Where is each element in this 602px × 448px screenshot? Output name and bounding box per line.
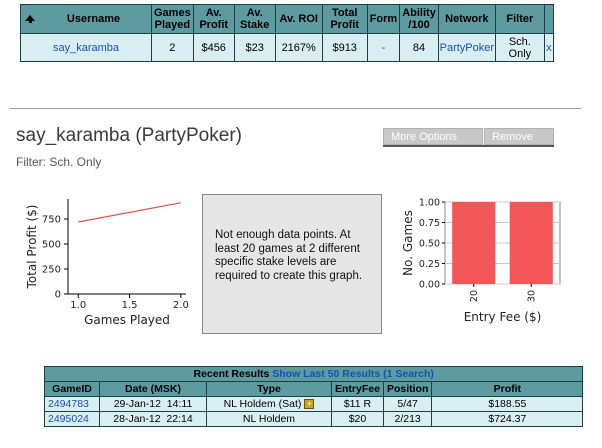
remove-header bbox=[543, 4, 554, 34]
expand-plus-icon[interactable]: + bbox=[304, 398, 315, 409]
type-header: Type bbox=[206, 381, 332, 397]
y-axis-label: Total Profit ($) bbox=[25, 205, 39, 290]
x-tick-label: 30 bbox=[526, 290, 537, 302]
remove-button[interactable]: Remove bbox=[484, 128, 554, 145]
username-link[interactable]: say_karamba bbox=[52, 41, 120, 54]
y-tick-label: 1.00 bbox=[419, 198, 440, 209]
profit-cell: $188.55 bbox=[431, 396, 584, 412]
bar-30 bbox=[509, 202, 553, 284]
games-played-cell: 2 bbox=[151, 33, 194, 62]
recent-results-header-row: GameID Date (MSK) Type EntryFee Position… bbox=[44, 381, 584, 397]
position-cell: 2/213 bbox=[382, 411, 433, 427]
remove-cell: x bbox=[543, 33, 554, 62]
entryfee-cell: $20 bbox=[331, 411, 384, 427]
y-tick-label: 0.25 bbox=[419, 259, 440, 270]
games-played-header[interactable]: Games Played bbox=[151, 4, 194, 34]
sort-arrow-icon[interactable] bbox=[25, 13, 38, 25]
y-tick-label: 0.50 bbox=[419, 239, 440, 250]
ability-header[interactable]: Ability/100 bbox=[399, 4, 439, 34]
entry-fee-chart: 0.00 0.25 0.50 0.75 1.00 20 30 Entry Fee ($) No.… bbox=[401, 198, 561, 324]
player-title: say_karamba (PartyPoker) bbox=[16, 125, 242, 146]
total-profit-cell: $913 bbox=[321, 33, 368, 62]
entryfee-cell: $11 R bbox=[331, 396, 384, 412]
player-stats-row: say_karamba 2 $456 $23 2167% $913 - 84 P… bbox=[20, 33, 554, 62]
filter-header[interactable]: Filter bbox=[494, 4, 545, 34]
network-link[interactable]: PartyPoker bbox=[439, 41, 495, 54]
total-profit-header[interactable]: Total Profit bbox=[321, 4, 368, 34]
bar-20 bbox=[452, 202, 496, 284]
profit-series-line bbox=[78, 202, 181, 223]
gameid-cell: 2494783 bbox=[44, 396, 100, 412]
y-tick-label: 750 bbox=[42, 215, 61, 226]
x-axis-label: Games Played bbox=[84, 313, 170, 327]
type-cell: NL Holdem bbox=[206, 411, 332, 427]
av-roi-header[interactable]: Av. ROI bbox=[274, 4, 323, 34]
username-cell[interactable]: say_karamba bbox=[20, 33, 152, 62]
form-link[interactable]: - bbox=[381, 41, 386, 54]
y-tick-label: 0.00 bbox=[419, 280, 440, 291]
recent-results-table: Recent Results Show Last 50 Results (1 S… bbox=[43, 366, 584, 427]
profit-header: Profit bbox=[431, 381, 584, 397]
type-cell: NL Holdem (Sat) + bbox=[206, 396, 332, 412]
form-header[interactable]: Form bbox=[366, 4, 401, 34]
show-last-50-link[interactable]: Show Last 50 Results (1 Search) bbox=[272, 367, 434, 380]
network-cell: PartyPoker bbox=[437, 33, 496, 62]
button-bar-underline bbox=[383, 145, 554, 147]
filter-cell: Sch. Only bbox=[494, 33, 545, 62]
table-row: 2494783 29-Jan-12 14:11 NL Holdem (Sat) +… bbox=[44, 396, 584, 412]
more-options-button[interactable]: More Options bbox=[383, 128, 483, 145]
x-tick-label: 1.0 bbox=[70, 300, 86, 311]
x-tick-label: 2.0 bbox=[173, 300, 189, 311]
recent-results-caption-row: Recent Results Show Last 50 Results (1 S… bbox=[43, 366, 584, 382]
remove-row-link[interactable]: x bbox=[546, 41, 552, 54]
form-cell: - bbox=[366, 33, 401, 62]
table-row: 2495024 28-Jan-12 22:14 NL Holdem $20 2/… bbox=[44, 411, 584, 427]
ability-cell: 84 bbox=[399, 33, 439, 62]
av-profit-header[interactable]: Av. Profit bbox=[192, 4, 235, 34]
y-axis-label: No. Games bbox=[401, 210, 415, 276]
network-header[interactable]: Network bbox=[437, 4, 496, 34]
y-tick-label: 0.75 bbox=[419, 218, 440, 229]
not-enough-data-message: Not enough data points. At least 20 game… bbox=[202, 194, 382, 334]
profit-chart-marks bbox=[78, 202, 181, 223]
y-tick-label: 500 bbox=[42, 240, 61, 251]
recent-results-caption: Recent Results Show Last 50 Results (1 S… bbox=[43, 366, 584, 382]
x-axis-label: Entry Fee ($) bbox=[464, 310, 542, 324]
player-stats-table: Username Games Played Av. Profit Av. Stake … bbox=[20, 4, 554, 62]
gameid-header: GameID bbox=[44, 381, 100, 397]
section-divider bbox=[10, 108, 581, 109]
username-header[interactable]: Username bbox=[20, 4, 152, 34]
entryfee-header: EntryFee bbox=[331, 381, 384, 397]
x-tick-label: 20 bbox=[469, 290, 480, 302]
date-cell: 28-Jan-12 22:14 bbox=[99, 411, 207, 427]
position-header: Position bbox=[382, 381, 433, 397]
gameid-link[interactable]: 2494783 bbox=[48, 397, 89, 410]
av-roi-cell: 2167% bbox=[274, 33, 323, 62]
player-stats-header-row: Username Games Played Av. Profit Av. Stake … bbox=[20, 4, 554, 34]
av-stake-header[interactable]: Av. Stake bbox=[233, 4, 276, 34]
date-cell: 29-Jan-12 14:11 bbox=[99, 396, 207, 412]
entry-fee-chart-marks bbox=[452, 202, 553, 284]
gameid-link[interactable]: 2495024 bbox=[48, 412, 89, 425]
position-cell: 5/47 bbox=[382, 396, 433, 412]
av-profit-cell: $456 bbox=[192, 33, 235, 62]
y-tick-label: 0 bbox=[55, 290, 61, 301]
x-tick-label: 1.5 bbox=[122, 300, 138, 311]
date-header: Date (MSK) bbox=[99, 381, 207, 397]
av-stake-cell: $23 bbox=[233, 33, 276, 62]
filter-label: Filter: Sch. Only bbox=[16, 155, 102, 169]
profit-cell: $724.37 bbox=[431, 411, 584, 427]
gameid-cell: 2495024 bbox=[44, 411, 100, 427]
y-tick-label: 250 bbox=[42, 265, 61, 276]
